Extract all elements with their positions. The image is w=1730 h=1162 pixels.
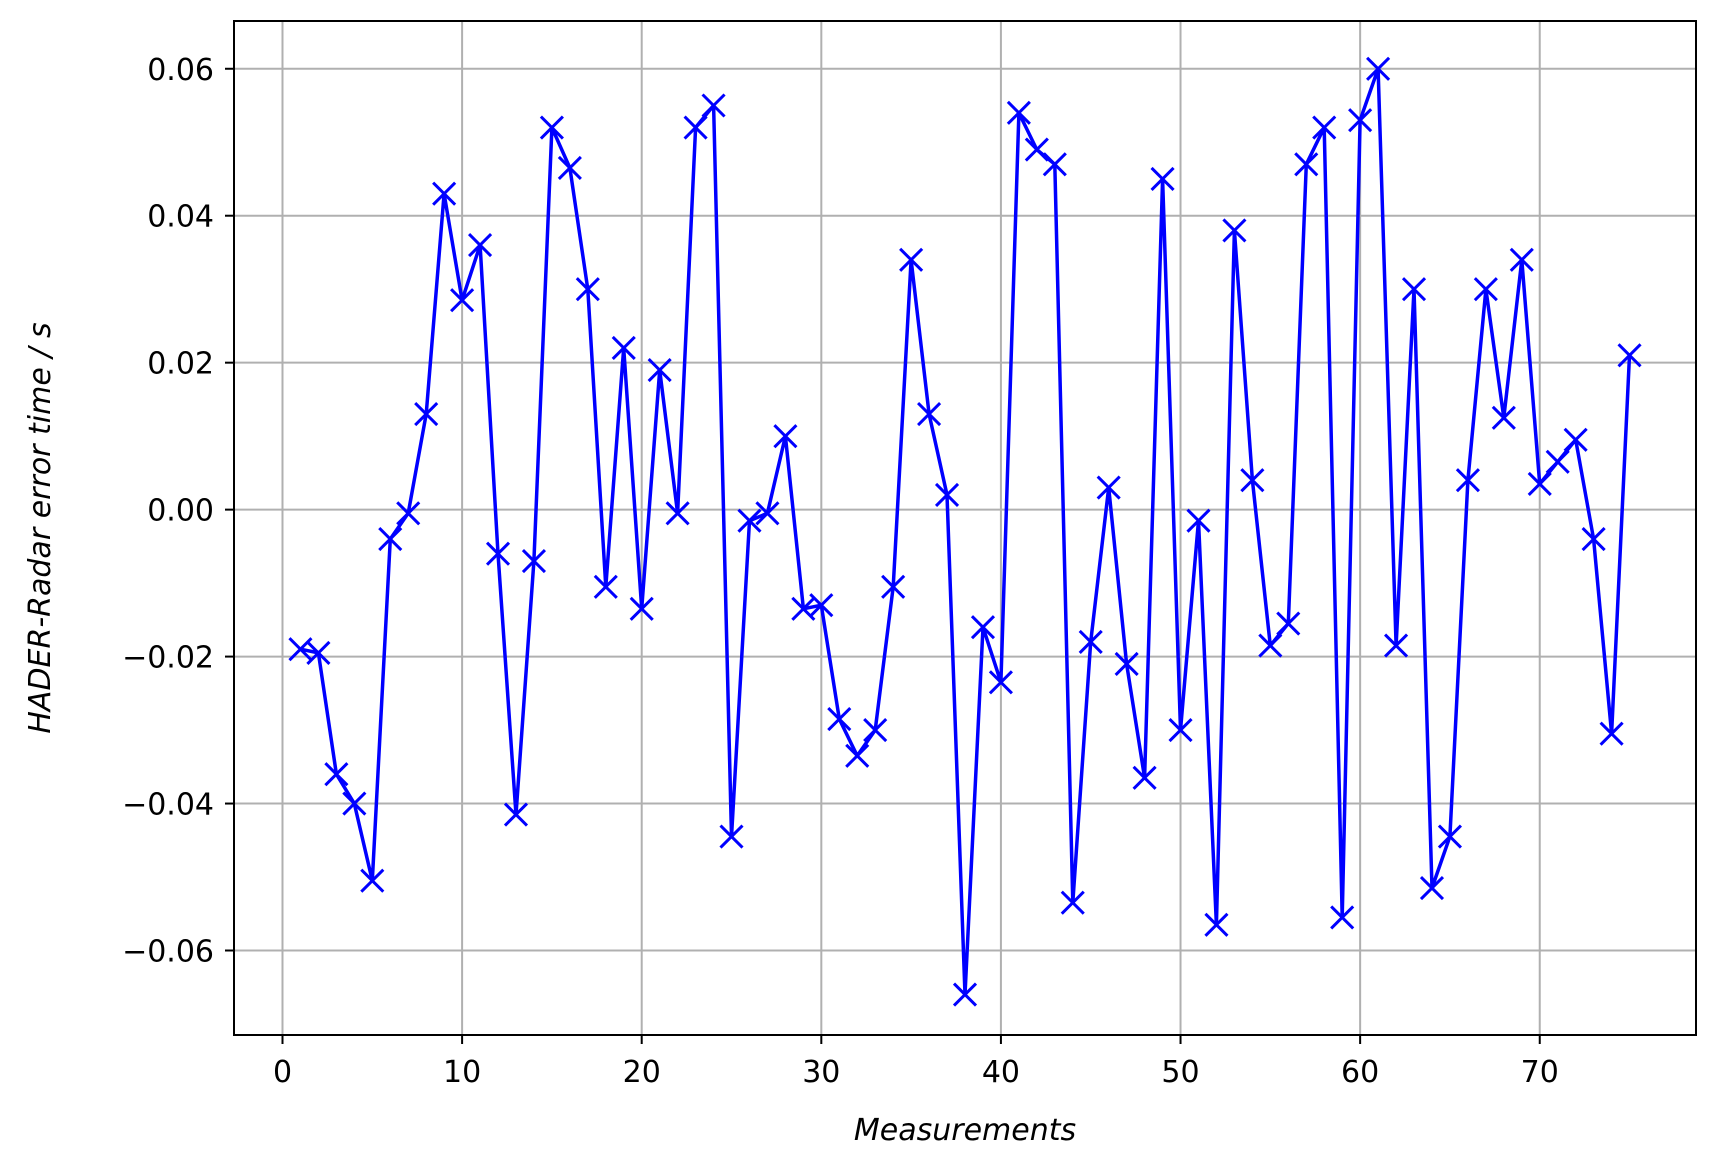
x-tick-label: 60 <box>1341 1055 1379 1090</box>
data-point-marker <box>1276 611 1301 636</box>
data-point-marker <box>809 593 834 618</box>
data-point-marker <box>1240 468 1265 493</box>
data-point-marker <box>899 247 924 272</box>
data-point-marker <box>845 743 870 768</box>
y-tick-label: 0.04 <box>147 200 214 235</box>
x-axis: 0 10 20 30 40 50 60 70 <box>273 1035 1559 1090</box>
data-point-marker <box>360 868 385 893</box>
data-point-marker <box>1078 629 1103 654</box>
data-point-marker <box>1545 449 1570 474</box>
data-point-marker <box>1060 890 1085 915</box>
y-axis-title: HADER-Radar error time / s <box>23 322 58 733</box>
data-point-marker <box>1617 343 1642 368</box>
data-point-marker <box>737 508 762 533</box>
data-point-marker <box>988 670 1013 695</box>
data-point-marker <box>629 596 654 621</box>
data-point-marker <box>665 501 690 526</box>
data-point-marker <box>611 335 636 361</box>
data-point-marker <box>1437 824 1462 849</box>
y-tick-label: 0.00 <box>147 494 214 529</box>
plot-area-frame <box>233 20 1697 1036</box>
data-point-marker <box>575 277 600 302</box>
data-point-marker <box>1581 526 1606 552</box>
data-point-marker <box>827 706 852 732</box>
data-point-marker <box>1491 405 1516 430</box>
data-point-marker <box>1401 277 1427 302</box>
data-point-marker <box>1419 875 1445 901</box>
data-point-marker <box>306 640 331 665</box>
data-point-marker <box>917 402 942 427</box>
y-tick-label: −0.02 <box>122 641 214 676</box>
data-point-marker <box>1006 100 1031 125</box>
y-axis: 0.06 0.04 0.02 0.00 −0.02 −0.04 −0.06 <box>122 53 234 970</box>
grid <box>234 21 1696 1035</box>
data-point-marker <box>755 501 780 526</box>
x-axis-title: Measurements <box>854 1113 1076 1148</box>
y-tick-label: 0.02 <box>147 347 214 382</box>
data-point-marker <box>503 802 529 827</box>
data-point-marker <box>1096 475 1121 500</box>
data-point-marker <box>539 115 564 140</box>
data-point-marker <box>342 791 367 816</box>
data-point-marker <box>773 424 798 449</box>
y-tick-label: −0.04 <box>122 788 214 823</box>
data-point-marker <box>719 824 744 849</box>
data-point-marker <box>1383 633 1409 658</box>
series-layer <box>288 56 1642 1007</box>
y-tick-label: 0.06 <box>147 53 214 88</box>
data-point-marker <box>521 549 547 574</box>
data-point-marker <box>432 181 457 206</box>
x-tick-label: 40 <box>982 1055 1020 1090</box>
data-point-marker <box>324 762 349 787</box>
data-point-marker <box>1258 633 1283 658</box>
x-tick-label: 10 <box>443 1055 481 1090</box>
data-point-marker <box>1222 218 1247 243</box>
data-point-marker <box>1330 905 1355 930</box>
data-point-marker <box>396 501 421 526</box>
x-tick-label: 30 <box>802 1055 840 1090</box>
data-point-marker <box>1509 247 1534 272</box>
data-point-marker <box>1455 468 1480 493</box>
data-point-marker <box>485 541 511 566</box>
data-point-marker <box>1366 56 1391 81</box>
data-point-marker <box>863 718 888 743</box>
data-point-marker <box>468 233 493 258</box>
data-point-marker <box>1473 277 1498 302</box>
data-point-marker <box>683 115 708 140</box>
data-point-marker <box>1312 115 1337 140</box>
data-point-marker <box>1527 471 1552 496</box>
y-tick-label: −0.06 <box>122 935 214 970</box>
data-point-marker <box>1348 108 1373 133</box>
data-point-marker <box>450 288 475 313</box>
x-tick-label: 20 <box>623 1055 661 1090</box>
data-point-marker <box>593 574 618 599</box>
data-point-marker <box>934 482 960 507</box>
data-point-marker <box>414 402 439 427</box>
data-point-marker <box>1150 166 1175 192</box>
data-point-marker <box>1294 152 1319 177</box>
data-point-marker <box>1114 651 1139 676</box>
x-tick-label: 50 <box>1161 1055 1199 1090</box>
data-point-marker <box>701 93 726 118</box>
data-point-marker <box>1132 765 1157 790</box>
data-point-marker <box>1042 152 1067 177</box>
data-point-marker <box>1024 137 1049 162</box>
data-point-marker <box>952 982 978 1007</box>
data-point-marker <box>378 526 403 552</box>
data-point-marker <box>557 155 582 181</box>
data-point-marker <box>1599 721 1624 746</box>
series-line <box>300 67 1632 997</box>
data-point-marker <box>1563 427 1588 452</box>
data-point-marker <box>881 574 906 599</box>
data-point-marker <box>1186 508 1211 533</box>
data-point-marker <box>1168 718 1193 743</box>
data-point-marker <box>647 357 672 383</box>
data-point-marker <box>970 615 996 640</box>
data-point-marker <box>1204 912 1229 937</box>
x-tick-label: 70 <box>1521 1055 1559 1090</box>
x-tick-label: 0 <box>273 1055 292 1090</box>
